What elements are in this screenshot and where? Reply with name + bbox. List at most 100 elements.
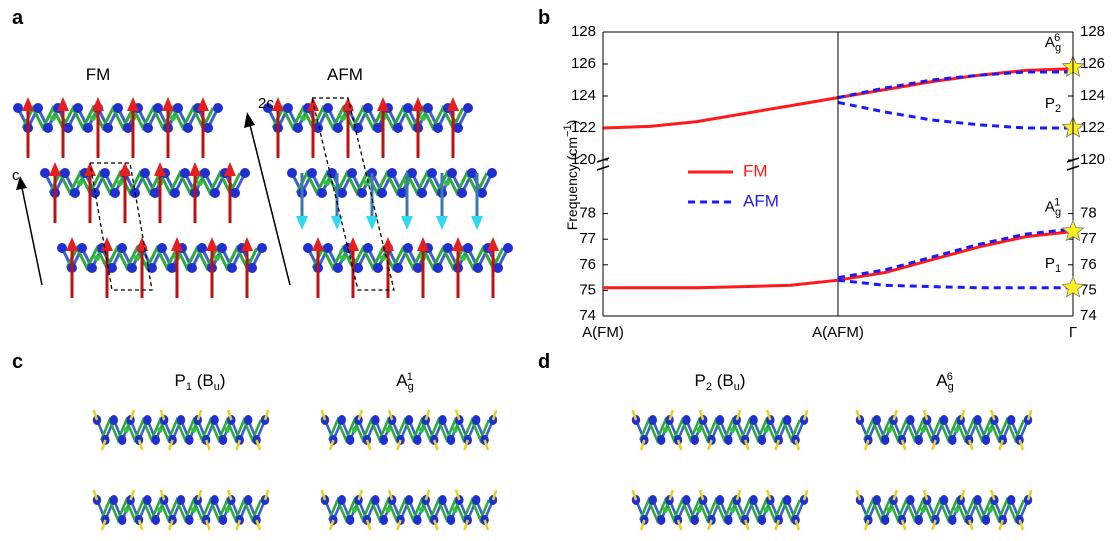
text-part: A	[396, 371, 408, 390]
annotation: P2	[1045, 95, 1061, 115]
legend-label: FM	[743, 161, 768, 180]
slab	[91, 408, 271, 532]
mode-label: Ag6	[936, 371, 953, 393]
text-part: A	[1045, 34, 1055, 51]
y-tick-label: 75	[1080, 281, 1097, 298]
y-tick-label: 78	[1080, 205, 1097, 222]
y-tick-label: 77	[579, 230, 596, 247]
y-tick-label: 120	[571, 151, 596, 168]
text-part: g	[1055, 42, 1061, 54]
text-part: P	[175, 371, 186, 390]
y-tick-label: 77	[1080, 230, 1097, 247]
text-part: 6	[1054, 32, 1060, 44]
y-tick-label: 126	[1080, 55, 1105, 72]
atom-chain	[55, 241, 269, 275]
text-part: )	[564, 120, 580, 125]
text-part: 1	[407, 371, 413, 383]
structure-label: AFM	[327, 65, 363, 84]
text-part: u	[734, 381, 740, 393]
text-part: P	[1045, 255, 1055, 272]
text-part: A	[936, 371, 948, 390]
y-tick-label: 78	[579, 205, 596, 222]
marker-star	[1061, 275, 1085, 298]
slab	[854, 408, 1034, 532]
axis-arrow	[249, 124, 291, 286]
text-part: 2	[706, 381, 712, 393]
text-part: Frequency (cm	[564, 137, 580, 230]
text-part: )	[740, 371, 746, 390]
annotation: Ag6	[1045, 32, 1061, 54]
atom-chain	[630, 413, 810, 447]
y-tick-label: 75	[579, 281, 596, 298]
text-part: g	[1055, 207, 1061, 219]
atom-chain	[854, 493, 1034, 527]
axis-label: c	[12, 167, 20, 184]
text-part: (B	[192, 371, 214, 390]
axis-label: 2c	[258, 95, 274, 112]
mode-label: P1 (Bu)	[175, 371, 226, 393]
atom-chain	[301, 241, 515, 275]
structure-label: FM	[86, 65, 111, 84]
axis-arrow	[21, 187, 43, 286]
arrow-head	[244, 112, 255, 128]
atom-chain	[261, 101, 475, 135]
series-line	[837, 227, 1074, 280]
atom-chain	[285, 166, 499, 200]
y-tick-label: 122	[1080, 119, 1105, 136]
x-tick-label: A(FM)	[582, 324, 624, 341]
atom-chain	[319, 413, 499, 447]
text-part: 1	[186, 381, 192, 393]
y-tick-label: 74	[1080, 307, 1097, 324]
x-tick-label: Γ	[1069, 324, 1077, 341]
text-part: )	[220, 371, 226, 390]
y-axis-label: Frequency (cm−1)	[562, 120, 580, 231]
unit-cell	[311, 97, 395, 291]
y-tick-label: 128	[571, 23, 596, 40]
atom-chain	[38, 166, 252, 200]
arrow-head	[16, 176, 27, 190]
y-tick-label: 76	[579, 256, 596, 273]
y-tick-label: 76	[1080, 256, 1097, 273]
text-part: 2	[1055, 103, 1061, 115]
y-tick-label: 124	[571, 87, 596, 104]
text-part: 1	[1055, 263, 1061, 275]
text-part: P	[1045, 95, 1055, 112]
y-tick-label: 128	[1080, 23, 1105, 40]
mode-label: Ag1	[396, 371, 413, 393]
text-part: u	[214, 381, 220, 393]
series-line	[837, 70, 1073, 100]
mode-label: P2 (Bu)	[695, 371, 746, 393]
slab	[630, 408, 810, 532]
y-tick-label: 122	[571, 119, 596, 136]
legend-label: AFM	[743, 191, 779, 210]
marker-star	[1061, 219, 1085, 242]
text-part: g	[408, 381, 414, 393]
y-tick-label: 74	[579, 307, 596, 324]
text-part: A	[1045, 199, 1055, 216]
series-line	[837, 278, 1073, 290]
text-part: P	[695, 371, 706, 390]
atom-chain	[91, 493, 271, 527]
text-part: g	[948, 381, 954, 393]
atom-chain	[91, 413, 271, 447]
text-part: 6	[947, 371, 953, 383]
x-tick-label: A(AFM)	[812, 324, 864, 341]
panel-letter: a	[12, 7, 24, 29]
text-part: 1	[1054, 197, 1060, 209]
series-line	[837, 100, 1073, 130]
annotation: P1	[1045, 255, 1061, 275]
y-tick-label: 126	[571, 55, 596, 72]
y-tick-label: 120	[1080, 151, 1105, 168]
atom-chain	[854, 413, 1034, 447]
text-part: (B	[712, 371, 734, 390]
panel-letter: d	[538, 351, 550, 373]
unit-cell	[89, 162, 153, 291]
atom-chain	[11, 101, 225, 135]
panel-letter: b	[538, 7, 550, 29]
annotation: Ag1	[1045, 197, 1061, 219]
slab	[319, 408, 499, 532]
panel-letter: c	[12, 351, 23, 373]
y-tick-label: 124	[1080, 87, 1105, 104]
